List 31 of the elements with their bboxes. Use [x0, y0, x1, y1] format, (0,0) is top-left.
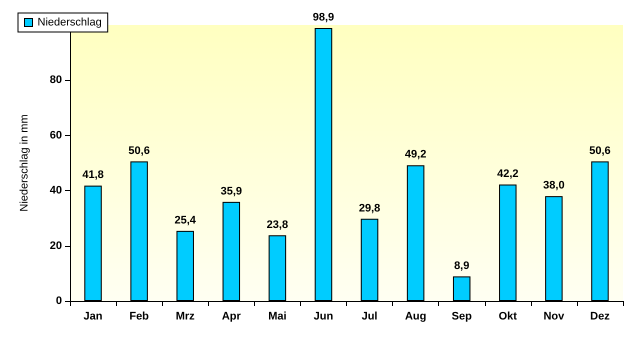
x-tick-label: Sep: [452, 310, 472, 322]
x-tick-label: Apr: [222, 310, 242, 322]
y-tick-label: 40: [50, 184, 62, 197]
x-tick-label: Jul: [362, 310, 378, 322]
data-label: 42,2: [497, 168, 519, 180]
x-tick-label: Jan: [84, 310, 103, 322]
x-tick-label: Okt: [498, 310, 518, 322]
data-label: 23,8: [266, 218, 288, 231]
data-label: 49,2: [404, 148, 426, 161]
y-tick-label: 80: [50, 74, 62, 86]
data-label: 29,8: [358, 202, 380, 214]
data-label: 8,9: [454, 260, 470, 272]
data-label: 25,4: [174, 214, 197, 226]
x-tick-label: Mrz: [176, 310, 196, 322]
data-label: 98,9: [312, 12, 334, 24]
data-label: 35,9: [220, 185, 242, 198]
x-tick-label: Dez: [590, 310, 610, 322]
x-tick-label: Jun: [314, 310, 334, 322]
x-tick-label: Nov: [543, 310, 566, 322]
legend-label: Niederschlag: [38, 16, 102, 28]
y-axis-title: Niederschlag in mm: [18, 114, 30, 212]
y-tick-label: 0: [56, 295, 62, 307]
x-tick-label: Mai: [268, 310, 287, 322]
data-label: 50,6: [128, 144, 150, 157]
y-tick-label: 20: [50, 240, 62, 252]
x-tick-label: Aug: [404, 310, 426, 322]
y-tick-label: 60: [50, 129, 62, 142]
data-label: 50,6: [589, 144, 611, 157]
data-label: 38,0: [543, 180, 565, 192]
data-label: 41,8: [82, 169, 104, 182]
x-tick-label: Feb: [129, 310, 150, 322]
